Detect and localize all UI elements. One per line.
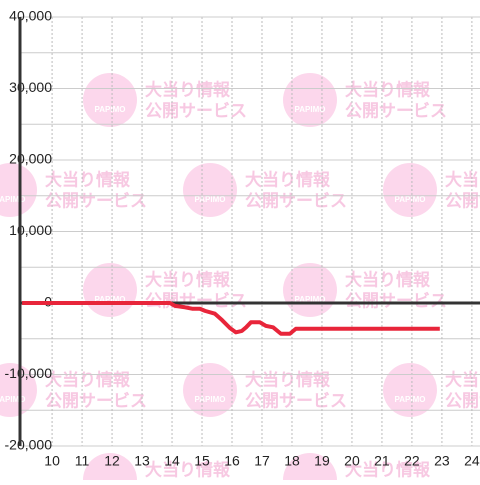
watermark-text: 大当り情報 xyxy=(45,169,131,189)
x-tick-label: 17 xyxy=(254,453,270,469)
watermark-logo: PAPIMO xyxy=(0,395,25,404)
x-tick-label: 19 xyxy=(314,453,330,469)
x-tick-label: 12 xyxy=(104,453,120,469)
watermark-logo: PAPIMO xyxy=(95,295,126,304)
watermark-text: 公開サービス xyxy=(245,191,347,210)
watermark-circle xyxy=(83,263,137,317)
y-tick-label: 40,000 xyxy=(9,8,52,24)
y-tick-label: 10,000 xyxy=(9,222,52,238)
watermark-text: 大当り情報 xyxy=(145,79,231,99)
x-tick-label: 13 xyxy=(134,453,150,469)
watermark-circle xyxy=(283,73,337,127)
watermark-text: 大当り情報 xyxy=(45,369,131,389)
watermark-text: 公開サービス xyxy=(345,291,447,310)
watermark-text: 公開サービス xyxy=(145,101,247,120)
watermark-text: 公開サービス xyxy=(45,391,147,410)
watermark-text: 大当り情報 xyxy=(245,369,331,389)
watermark-logo: PAPIMO xyxy=(195,195,226,204)
watermark-text: 公開サービス xyxy=(445,391,480,410)
y-tick-label: 30,000 xyxy=(9,79,52,95)
watermark-text: 大当り情報 xyxy=(345,459,431,479)
watermark-circle xyxy=(183,163,237,217)
watermark-circle xyxy=(0,163,37,217)
watermark-circle xyxy=(83,73,137,127)
x-tick-label: 16 xyxy=(224,453,240,469)
x-tick-label: 22 xyxy=(404,453,420,469)
watermark-text: 公開サービス xyxy=(45,191,147,210)
watermark-text: 公開サービス xyxy=(245,391,347,410)
x-tick-label: 21 xyxy=(374,453,390,469)
x-tick-label: 20 xyxy=(344,453,360,469)
watermark-circle xyxy=(283,453,337,485)
watermark-text: 大当り情報 xyxy=(145,459,231,479)
x-tick-label: 10 xyxy=(44,453,60,469)
watermark-circle xyxy=(183,363,237,417)
watermark-logo: PAPIMO xyxy=(295,295,326,304)
watermark-text: 大当り情報 xyxy=(145,269,231,289)
watermark-text: 大当り情報 xyxy=(445,169,480,189)
x-tick-label: 14 xyxy=(164,453,180,469)
x-tick-label: 18 xyxy=(284,453,300,469)
watermark-text: 大当り情報 xyxy=(345,269,431,289)
line xyxy=(22,301,440,336)
x-tick-label: 11 xyxy=(75,453,90,469)
watermark-text: 公開サービス xyxy=(345,101,447,120)
watermark-text: 公開サービス xyxy=(145,291,247,310)
watermark-circle xyxy=(383,363,437,417)
y-tick-label: 20,000 xyxy=(9,151,52,167)
watermark-circle xyxy=(83,453,137,485)
watermark-logo: PAPIMO xyxy=(0,195,25,204)
watermark-text: 大当り情報 xyxy=(345,79,431,99)
watermark-text: 大当り情報 xyxy=(445,369,480,389)
watermark-logo: PAPIMO xyxy=(395,195,426,204)
x-tick-label: 15 xyxy=(194,453,210,469)
watermark-logo: PAPIMO xyxy=(295,105,326,114)
watermark-circle xyxy=(0,363,37,417)
x-tick-label: 23 xyxy=(434,453,450,469)
x-tick-label: 24 xyxy=(464,453,480,469)
y-tick-label: -10,000 xyxy=(5,365,53,381)
watermark-logo: PAPIMO xyxy=(195,395,226,404)
watermark-text: 公開サービス xyxy=(445,191,480,210)
y-tick-label: -20,000 xyxy=(5,437,53,453)
watermark-circle xyxy=(383,163,437,217)
watermark-logo: PAPIMO xyxy=(395,395,426,404)
watermark-logo: PAPIMO xyxy=(95,105,126,114)
watermark-text: 大当り情報 xyxy=(245,169,331,189)
watermark-circle xyxy=(283,263,337,317)
